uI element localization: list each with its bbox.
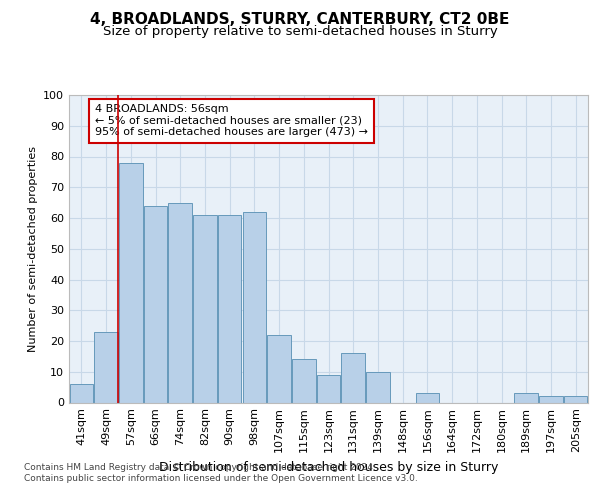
Bar	[539, 396, 563, 402]
Bar	[292, 360, 316, 403]
Bar	[169, 202, 192, 402]
Bar	[317, 375, 340, 402]
Bar	[564, 396, 587, 402]
Bar	[144, 206, 167, 402]
Bar	[218, 215, 241, 402]
Bar	[514, 394, 538, 402]
Bar	[70, 384, 93, 402]
X-axis label: Distribution of semi-detached houses by size in Sturry: Distribution of semi-detached houses by …	[159, 460, 498, 473]
Text: Contains HM Land Registry data © Crown copyright and database right 2024.: Contains HM Land Registry data © Crown c…	[24, 462, 376, 471]
Text: Size of property relative to semi-detached houses in Sturry: Size of property relative to semi-detach…	[103, 25, 497, 38]
Bar	[242, 212, 266, 402]
Text: 4, BROADLANDS, STURRY, CANTERBURY, CT2 0BE: 4, BROADLANDS, STURRY, CANTERBURY, CT2 0…	[91, 12, 509, 28]
Bar	[366, 372, 389, 402]
Text: 4 BROADLANDS: 56sqm
← 5% of semi-detached houses are smaller (23)
95% of semi-de: 4 BROADLANDS: 56sqm ← 5% of semi-detache…	[95, 104, 368, 138]
Bar	[416, 394, 439, 402]
Y-axis label: Number of semi-detached properties: Number of semi-detached properties	[28, 146, 38, 352]
Bar	[268, 335, 291, 402]
Bar	[193, 215, 217, 402]
Bar	[94, 332, 118, 402]
Bar	[341, 354, 365, 403]
Bar	[119, 162, 143, 402]
Text: Contains public sector information licensed under the Open Government Licence v3: Contains public sector information licen…	[24, 474, 418, 483]
